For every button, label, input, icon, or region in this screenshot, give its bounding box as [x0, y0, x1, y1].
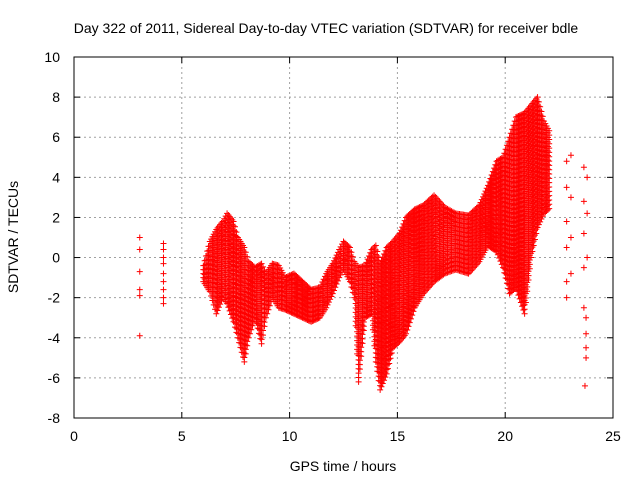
data-point	[233, 229, 240, 236]
data-point	[244, 253, 251, 260]
data-point	[345, 243, 352, 250]
data-point	[349, 253, 356, 260]
y-tick-label: 0	[52, 250, 60, 266]
data-point	[260, 263, 267, 270]
data-point	[201, 257, 208, 264]
x-tick-label: 10	[282, 428, 298, 444]
data-point	[261, 267, 268, 274]
data-point	[432, 193, 439, 200]
data-point	[451, 209, 458, 216]
data-points	[136, 94, 591, 393]
x-tick-label: 20	[497, 428, 513, 444]
data-point	[242, 249, 249, 256]
data-point	[346, 244, 353, 251]
x-tick-label: 15	[390, 428, 406, 444]
data-point	[436, 198, 443, 205]
data-point	[535, 98, 542, 105]
y-tick-label: 10	[44, 49, 60, 65]
data-point	[321, 273, 328, 280]
x-tick-label: 5	[178, 428, 186, 444]
x-tick-label: 25	[605, 428, 621, 444]
data-point	[435, 196, 442, 203]
data-point	[332, 254, 339, 261]
x-tick-label: 0	[70, 428, 78, 444]
data-point	[348, 249, 355, 256]
data-point	[331, 257, 338, 264]
y-tick-label: -6	[48, 370, 61, 386]
data-point	[372, 242, 379, 249]
data-point	[374, 248, 381, 255]
y-tick-label: 4	[52, 169, 60, 185]
y-tick-label: -2	[48, 290, 61, 306]
chart-title: Day 322 of 2011, Sidereal Day-to-day VTE…	[74, 20, 579, 36]
data-point	[230, 218, 237, 225]
data-point	[537, 103, 544, 110]
y-tick-label: 8	[52, 89, 60, 105]
data-point	[320, 276, 327, 283]
data-point	[257, 261, 264, 268]
data-point	[371, 243, 378, 250]
data-point	[231, 223, 238, 230]
data-point	[538, 108, 545, 115]
data-point	[439, 201, 446, 208]
data-point	[241, 244, 248, 251]
y-tick-label: 6	[52, 129, 60, 145]
y-tick-label: 2	[52, 209, 60, 225]
data-point	[258, 260, 265, 267]
y-tick-label: -4	[48, 330, 61, 346]
axis-ticks: 0 5 10 15 20 25 -8 -6 -4 -2 0 2 4 6 8 10	[44, 49, 621, 444]
data-point	[437, 199, 444, 206]
data-point	[539, 113, 546, 120]
y-tick-label: -8	[48, 410, 61, 426]
data-point	[534, 94, 541, 101]
